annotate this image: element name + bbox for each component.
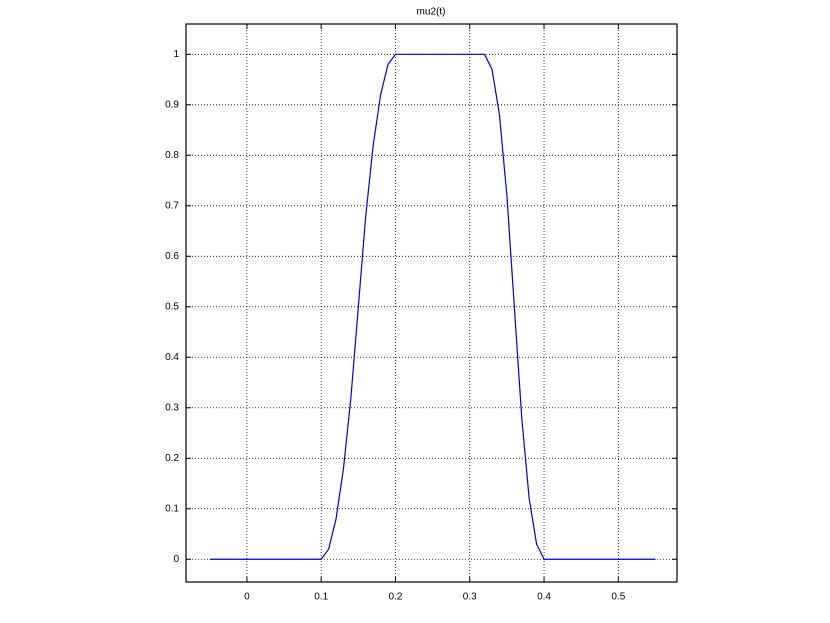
y-tick-label: 1 <box>173 49 179 60</box>
y-tick-label: 0.5 <box>165 301 179 312</box>
y-tick-label: 0.8 <box>165 150 179 161</box>
plot-frame <box>185 23 678 583</box>
y-tick-label: 0 <box>173 554 179 565</box>
x-tick-label: 0.1 <box>314 592 328 603</box>
y-tick-label: 0.1 <box>165 503 179 514</box>
x-tick-label: 0 <box>244 592 250 603</box>
plot-area <box>186 24 677 582</box>
x-tick-label: 0.2 <box>389 592 403 603</box>
y-tick-label: 0.7 <box>165 200 179 211</box>
y-tick-label: 0.2 <box>165 453 179 464</box>
y-tick-label: 0.6 <box>165 251 179 262</box>
x-tick-label: 0.5 <box>611 592 625 603</box>
x-tick-label: 0.4 <box>537 592 551 603</box>
x-tick-label: 0.3 <box>463 592 477 603</box>
line-series <box>209 53 656 560</box>
chart-title: mu2(t) <box>417 7 446 18</box>
y-tick-label: 0.4 <box>165 352 179 363</box>
y-tick-label: 0.3 <box>165 402 179 413</box>
y-tick-label: 0.9 <box>165 99 179 110</box>
